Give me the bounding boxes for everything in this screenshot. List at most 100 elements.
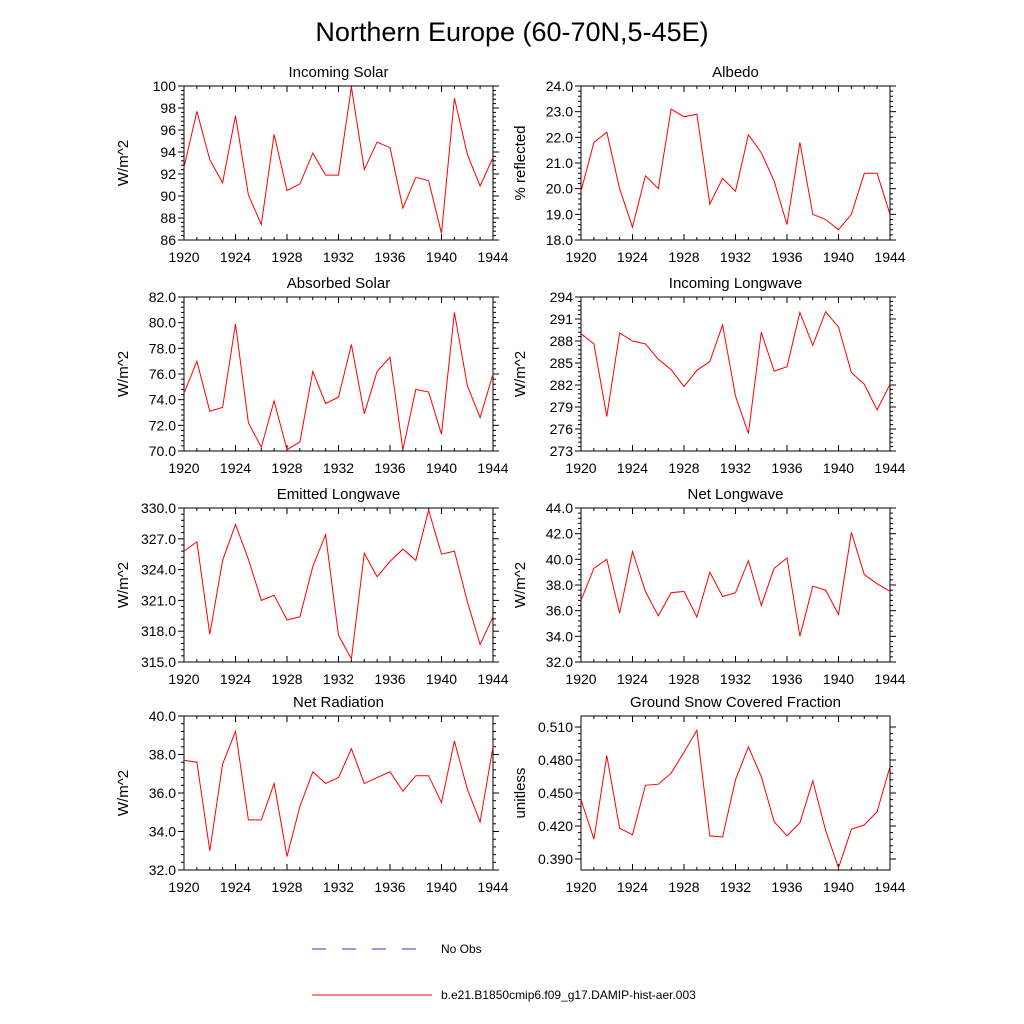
series-line-absorbed-solar — [183, 312, 494, 451]
y-tick-label: 294 — [550, 289, 574, 305]
y-tick-label: 96 — [160, 122, 176, 138]
x-tick-label: 1920 — [565, 249, 596, 265]
y-axis-label: W/m^2 — [115, 562, 132, 608]
y-tick-label: 40.0 — [149, 708, 176, 724]
panel-incoming-solar: Incoming Solar W/m^2 1920 1924 1928 1932 1936 1… — [115, 64, 509, 265]
y-tick-label: 324.0 — [141, 562, 176, 578]
panel-title: Incoming Longwave — [669, 275, 802, 292]
x-tick-label: 1936 — [771, 879, 802, 895]
series-line-net-longwave — [580, 532, 891, 637]
panels-group: Incoming Solar W/m^2 1920 1924 1928 1932 1936 1… — [115, 64, 906, 895]
x-tick-label: 1920 — [565, 879, 596, 895]
y-tick-label: 0.390 — [538, 851, 573, 867]
y-tick-label: 80.0 — [149, 315, 176, 331]
y-axis-label: W/m^2 — [115, 351, 132, 397]
x-tick-label: 1928 — [271, 460, 302, 476]
y-tick-label: 42.0 — [546, 526, 573, 542]
x-tick-label: 1920 — [565, 460, 596, 476]
y-tick-label: 82.0 — [149, 289, 176, 305]
x-tick-label: 1936 — [374, 460, 405, 476]
y-tick-label: 0.420 — [538, 818, 573, 834]
y-tick-label: 276 — [550, 421, 574, 437]
y-tick-label: 327.0 — [141, 531, 176, 547]
x-tick-label: 1936 — [374, 879, 405, 895]
y-tick-label: 18.0 — [546, 232, 573, 248]
panel-incoming-longwave: Incoming Longwave W/m^2 1920 1924 1928 1932 19… — [512, 275, 906, 476]
y-tick-label: 38.0 — [149, 747, 176, 763]
panel-albedo: Albedo % reflected 1920 1924 1928 1932 1936 194… — [512, 64, 906, 265]
legend-obs-label: No Obs — [441, 942, 482, 956]
y-tick-label: 40.0 — [546, 551, 573, 567]
y-tick-label: 86 — [160, 232, 176, 248]
y-tick-label: 22.0 — [546, 129, 573, 145]
y-tick-label: 288 — [550, 333, 574, 349]
x-tick-label: 1928 — [668, 879, 699, 895]
x-tick-label: 1944 — [477, 460, 508, 476]
x-tick-label: 1940 — [823, 249, 854, 265]
x-tick-label: 1940 — [426, 249, 457, 265]
y-tick-label: 78.0 — [149, 340, 176, 356]
y-tick-label: 90 — [160, 188, 176, 204]
panel-absorbed-solar: Absorbed Solar W/m^2 1920 1924 1928 1932 1936 1… — [115, 275, 509, 476]
panel-emitted-longwave: Emitted Longwave W/m^2 1920 1924 1928 1932 193… — [115, 486, 509, 687]
y-tick-label: 0.450 — [538, 785, 573, 801]
panel-title: Absorbed Solar — [287, 275, 390, 292]
x-tick-label: 1920 — [168, 460, 199, 476]
panel-title: Emitted Longwave — [277, 486, 400, 503]
panel-title: Ground Snow Covered Fraction — [630, 694, 841, 711]
x-tick-label: 1944 — [874, 460, 905, 476]
y-tick-label: 0.480 — [538, 752, 573, 768]
x-tick-label: 1940 — [426, 671, 457, 687]
x-tick-label: 1944 — [874, 671, 905, 687]
x-tick-label: 1924 — [220, 249, 251, 265]
y-tick-label: 291 — [550, 311, 574, 327]
x-tick-label: 1936 — [771, 249, 802, 265]
x-tick-label: 1924 — [220, 671, 251, 687]
y-tick-label: 330.0 — [141, 500, 176, 516]
x-tick-label: 1928 — [668, 460, 699, 476]
x-tick-label: 1932 — [720, 249, 751, 265]
x-tick-label: 1924 — [617, 879, 648, 895]
x-tick-label: 1920 — [565, 671, 596, 687]
panel-ground-snow-covered-fraction: Ground Snow Covered Fraction unitless 1920… — [512, 694, 906, 895]
series-line-net-radiation — [183, 729, 494, 857]
y-axis-label: W/m^2 — [512, 351, 529, 397]
y-tick-label: 74.0 — [149, 392, 176, 408]
y-tick-label: 36.0 — [149, 785, 176, 801]
x-tick-label: 1924 — [617, 671, 648, 687]
x-tick-label: 1936 — [771, 460, 802, 476]
panel-title: Net Longwave — [688, 486, 784, 503]
y-tick-label: 282 — [550, 377, 574, 393]
y-tick-label: 321.0 — [141, 592, 176, 608]
y-tick-label: 21.0 — [546, 155, 573, 171]
y-tick-label: 318.0 — [141, 623, 176, 639]
figure-title: Northern Europe (60-70N,5-45E) — [315, 17, 708, 47]
x-tick-label: 1924 — [617, 249, 648, 265]
y-axis-label: unitless — [512, 768, 529, 819]
x-tick-label: 1932 — [323, 671, 354, 687]
y-axis-label: W/m^2 — [512, 562, 529, 608]
series-line-albedo — [580, 108, 891, 231]
x-tick-label: 1944 — [874, 249, 905, 265]
x-tick-label: 1920 — [168, 671, 199, 687]
y-tick-label: 315.0 — [141, 654, 176, 670]
x-tick-label: 1932 — [720, 671, 751, 687]
x-tick-label: 1932 — [323, 460, 354, 476]
x-tick-label: 1944 — [477, 671, 508, 687]
x-tick-label: 1932 — [720, 460, 751, 476]
x-tick-label: 1920 — [168, 879, 199, 895]
x-tick-label: 1932 — [323, 879, 354, 895]
y-tick-label: 36.0 — [546, 603, 573, 619]
legend: No Obs b.e21.B1850cmip6.f09_g17.DAMIP-hi… — [312, 942, 696, 1002]
x-tick-label: 1940 — [426, 879, 457, 895]
panel-net-longwave: Net Longwave W/m^2 1920 1924 1928 1932 1936 194… — [512, 486, 906, 687]
y-tick-label: 70.0 — [149, 443, 176, 459]
y-tick-label: 285 — [550, 355, 574, 371]
x-tick-label: 1936 — [771, 671, 802, 687]
y-tick-label: 34.0 — [149, 824, 176, 840]
y-tick-label: 0.510 — [538, 719, 573, 735]
y-tick-label: 94 — [160, 144, 176, 160]
y-tick-label: 92 — [160, 166, 176, 182]
